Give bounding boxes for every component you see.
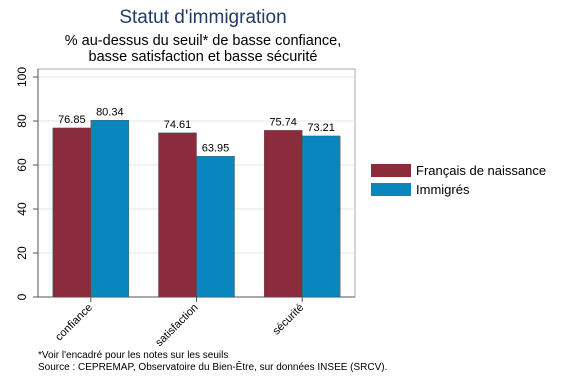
x-axis-categories: confiance satisfaction sécurité: [53, 297, 306, 349]
chart-subtitle-line-2: basse satisfaction et basse sécurité: [89, 49, 318, 65]
y-tick-label: 20: [15, 246, 29, 260]
y-axis-ticks: 0 20 40 60 80 100: [15, 67, 38, 300]
bar-confiance-1: [90, 120, 130, 298]
legend-label-francais: Français de naissance: [416, 163, 546, 178]
bars: [52, 120, 341, 298]
y-tick-label: 60: [15, 158, 29, 172]
chart-title: Statut d'immigration: [119, 7, 286, 28]
data-label: 76.85: [58, 114, 86, 126]
data-label: 74.61: [164, 119, 192, 131]
bar-confiance-0: [52, 127, 92, 298]
bar-sécurité-1: [301, 135, 341, 298]
y-tick-label: 0: [15, 293, 29, 300]
x-category-label: confiance: [53, 302, 95, 344]
bar-sécurité-0: [263, 130, 303, 298]
legend-swatch-immigres: [371, 183, 411, 196]
source-note: Source : CEPREMAP, Observatoire du Bien-…: [38, 360, 387, 373]
data-label: 75.74: [269, 116, 297, 128]
y-tick-label: 100: [15, 67, 29, 87]
legend: Français de naissance Immigrés: [371, 163, 546, 197]
bar-satisfaction-1: [196, 156, 235, 298]
x-category-label: satisfaction: [153, 302, 200, 349]
data-label: 73.21: [307, 122, 335, 134]
y-tick-label: 40: [15, 202, 29, 216]
x-category-label: sécurité: [271, 302, 307, 338]
bar-satisfaction-0: [158, 132, 197, 298]
data-label: 80.34: [96, 106, 124, 118]
data-labels: 76.85 80.34 74.61 63.95 75.74 73.21: [58, 106, 335, 154]
data-label: 63.95: [202, 142, 230, 154]
legend-label-immigres: Immigrés: [416, 182, 470, 197]
chart-subtitle-line-1: % au-dessus du seuil* de basse confiance…: [65, 33, 341, 49]
y-tick-label: 80: [15, 114, 29, 128]
footnote: *Voir l'encadré pour les notes sur les s…: [38, 350, 228, 361]
legend-swatch-francais: [371, 164, 411, 177]
